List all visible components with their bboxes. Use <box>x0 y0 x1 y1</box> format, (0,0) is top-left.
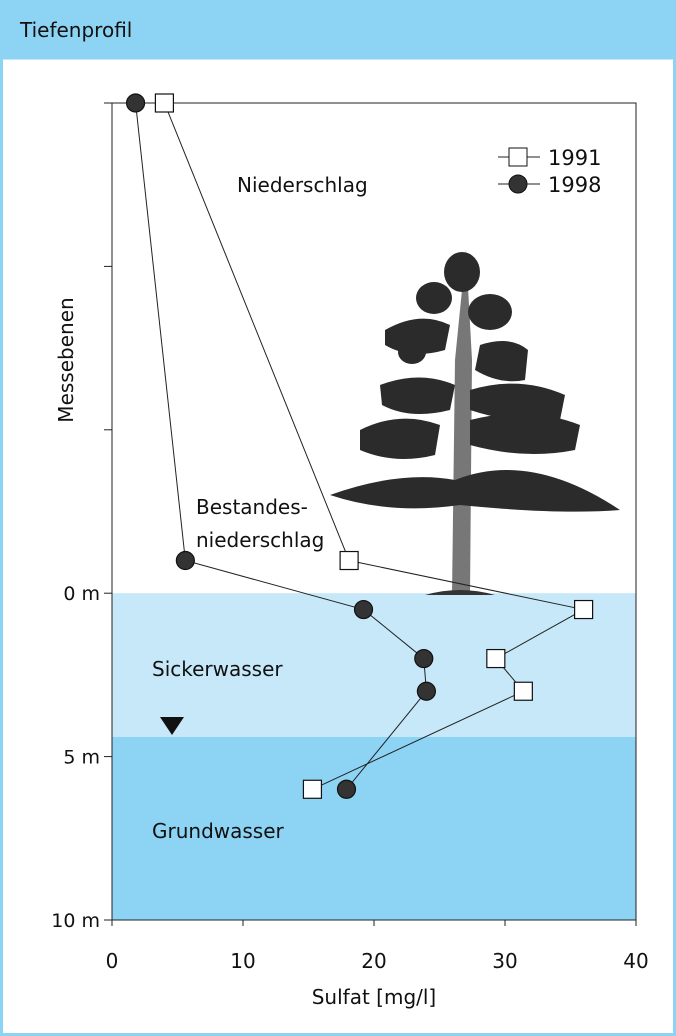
marker-square <box>154 93 174 113</box>
region <box>112 593 636 737</box>
marker-circle <box>353 599 374 620</box>
x-tick-label: 30 <box>492 949 517 973</box>
y-axis-label: Messebenen <box>54 297 78 422</box>
marker-square <box>302 779 323 799</box>
marker-square <box>513 681 533 701</box>
x-tick-label: 0 <box>106 949 119 973</box>
series-line <box>135 102 427 790</box>
marker-circle <box>414 648 434 669</box>
legend-label: 1991 <box>548 146 601 170</box>
legend-marker <box>508 174 528 194</box>
marker-square <box>486 648 506 669</box>
annotation: Niederschlag <box>237 173 368 197</box>
marker-circle <box>416 681 436 701</box>
legend-label: 1998 <box>548 173 601 197</box>
y-tick-label: 0 m <box>63 583 100 605</box>
x-tick-label: 20 <box>361 949 386 973</box>
annotation: niederschlag <box>196 528 324 552</box>
legend-marker <box>508 147 528 167</box>
marker-circle <box>336 779 357 799</box>
panel-title: Tiefenprofil <box>19 18 132 42</box>
series-line <box>163 102 586 790</box>
x-axis-label: Sulfat [mg/l] <box>312 985 437 1009</box>
annotation: Bestandes- <box>196 495 308 519</box>
y-tick-label: 5 m <box>63 747 100 769</box>
region-label: Grundwasser <box>152 819 285 843</box>
region-label: Sickerwasser <box>152 657 283 681</box>
panel-border <box>0 56 676 1036</box>
marker-square <box>573 599 594 620</box>
x-tick-label: 40 <box>623 949 648 973</box>
y-tick-label: 10 m <box>51 910 100 932</box>
tree-illustration <box>330 250 620 595</box>
header-bar <box>0 0 676 58</box>
region <box>112 736 636 920</box>
marker-circle <box>125 93 146 113</box>
marker-square <box>339 550 359 571</box>
marker-circle <box>175 550 195 571</box>
x-tick-label: 10 <box>230 949 255 973</box>
water-table-marker <box>160 716 184 735</box>
